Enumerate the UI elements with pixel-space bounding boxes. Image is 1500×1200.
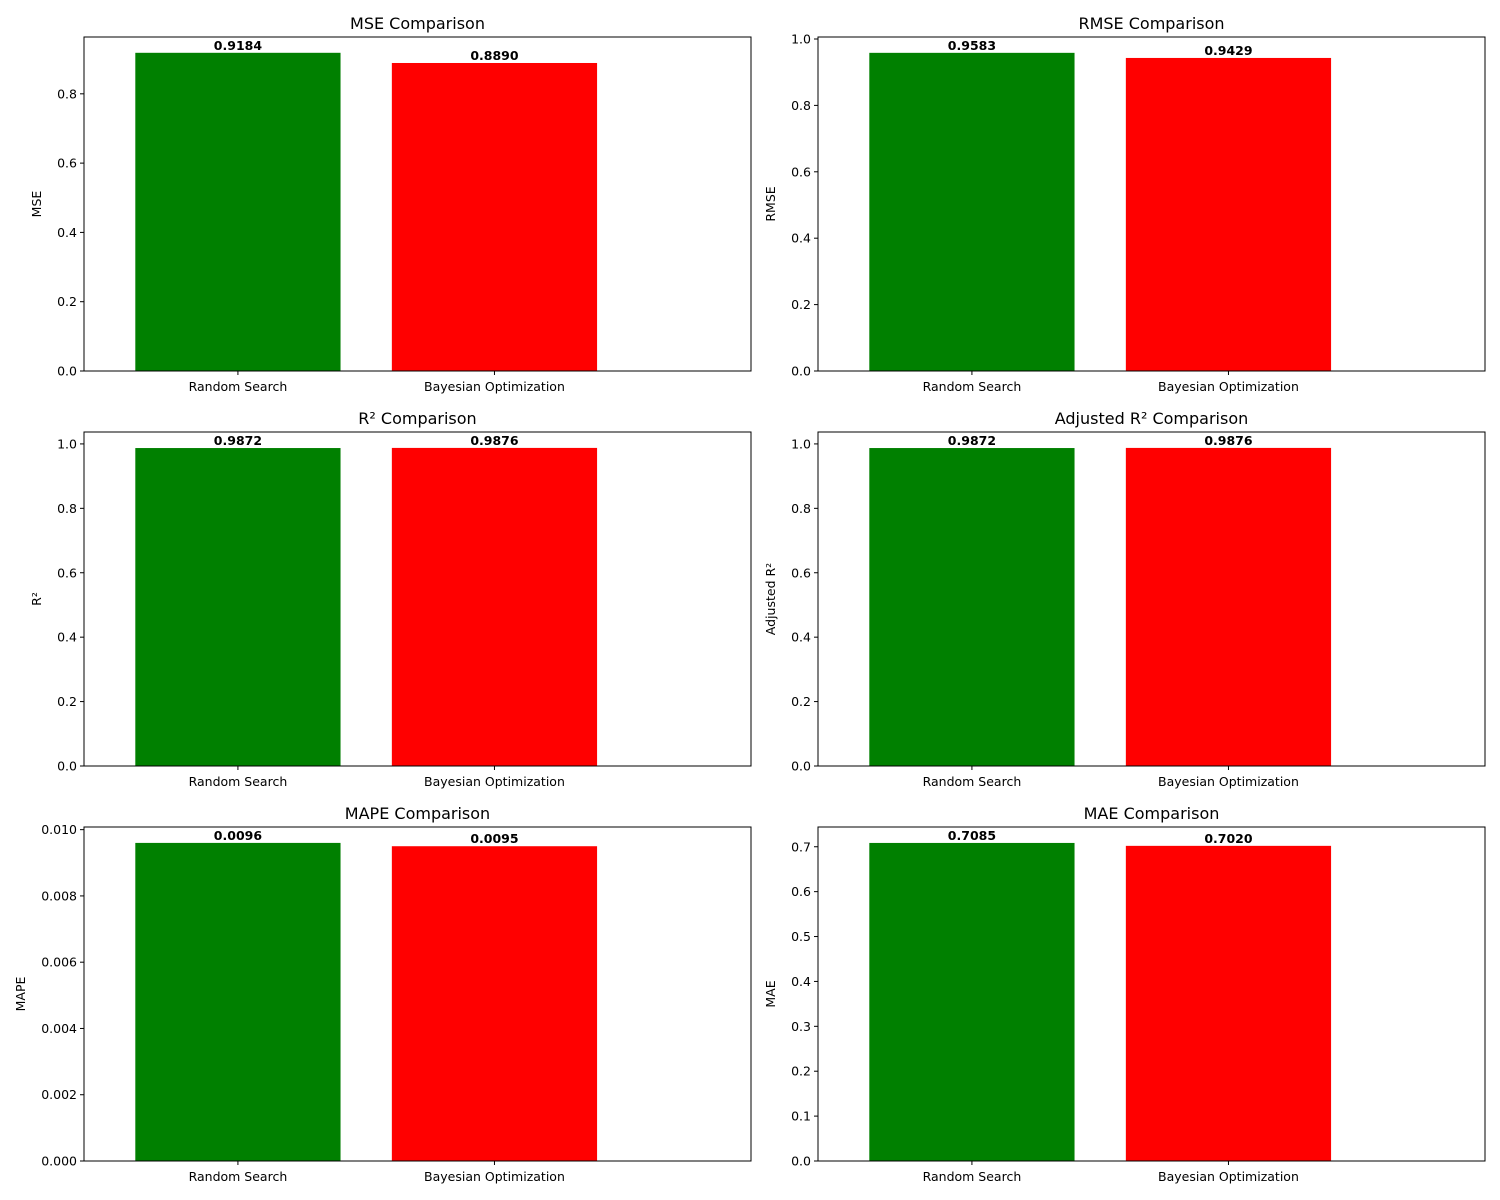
y-tick-label: 0.6 [57, 156, 77, 171]
bar [869, 842, 1075, 1161]
axes-frame [83, 826, 752, 1162]
y-tick-label: 0.004 [41, 1021, 77, 1036]
y-tick-label: 0.6 [57, 565, 77, 580]
axes-frame [817, 826, 1486, 1162]
chart-title: RMSE Comparison [1078, 14, 1224, 33]
y-axis-label: RMSE [763, 186, 778, 221]
y-tick-label: 0.8 [791, 501, 811, 516]
bar-value-label: 0.9872 [948, 433, 996, 448]
bar-value-label: 0.9876 [470, 433, 519, 448]
y-tick-label: 0.008 [41, 888, 77, 903]
chart-title: R² Comparison [358, 409, 476, 428]
y-tick-label: 0.2 [791, 297, 811, 312]
chart-panel: RMSE Comparison 0.0 0.2 0.4 0.6 0.8 1.0 RMSE Ran… [763, 14, 1486, 394]
y-tick-label: 0.1 [791, 1109, 811, 1124]
y-tick-label: 0.2 [791, 694, 811, 709]
bar-value-label: 0.7020 [1204, 831, 1253, 846]
y-tick-label: 0.002 [41, 1087, 77, 1102]
y-tick-label: 1.0 [791, 31, 811, 46]
y-tick-label: 0.5 [791, 929, 811, 944]
bar-value-label: 0.8890 [470, 48, 519, 63]
axes-frame [83, 431, 752, 767]
y-tick-label: 1.0 [57, 436, 77, 451]
bar [391, 62, 598, 372]
y-axis-label: MAE [763, 980, 778, 1007]
y-tick-label: 0.0 [791, 759, 811, 774]
chart-panel: MSE Comparison 0.0 0.2 0.4 0.6 0.8 MSE Random S… [29, 14, 752, 394]
y-tick-label: 0.4 [791, 630, 811, 645]
bar [1125, 845, 1332, 1161]
chart-panel: MAPE Comparison 0.000 0.002 0.004 0.006 0.008… [13, 804, 752, 1184]
y-tick-label: 0.010 [41, 822, 77, 837]
bar [1125, 447, 1332, 766]
bar [391, 447, 598, 766]
x-tick-label: Bayesian Optimization [424, 1169, 565, 1184]
y-tick-label: 0.006 [41, 955, 77, 970]
chart-panel: Adjusted R² Comparison 0.0 0.2 0.4 0.6 0.8 1.0… [763, 409, 1486, 789]
bar-value-label: 0.0096 [214, 828, 263, 843]
bar [1125, 57, 1332, 371]
axes-frame [817, 431, 1486, 767]
y-tick-label: 0.2 [791, 1064, 811, 1079]
x-tick-label: Bayesian Optimization [1158, 774, 1299, 789]
x-tick-label: Random Search [923, 1169, 1022, 1184]
x-tick-label: Bayesian Optimization [1158, 379, 1299, 394]
axes-frame [83, 36, 752, 372]
bar [135, 842, 341, 1161]
y-tick-label: 0.0 [57, 759, 77, 774]
y-tick-label: 0.4 [791, 231, 811, 246]
bar-value-label: 0.7085 [948, 828, 996, 843]
y-tick-label: 0.3 [791, 1019, 811, 1034]
y-tick-label: 0.7 [791, 839, 811, 854]
y-tick-label: 0.0 [791, 364, 811, 379]
y-tick-label: 0.8 [57, 501, 77, 516]
x-tick-label: Bayesian Optimization [424, 774, 565, 789]
chart-title: MSE Comparison [350, 14, 485, 33]
y-tick-label: 0.4 [57, 630, 77, 645]
chart-title: Adjusted R² Comparison [1055, 409, 1249, 428]
y-axis-label: R² [29, 592, 44, 606]
bar [135, 448, 341, 766]
y-tick-label: 0.2 [57, 294, 77, 309]
y-tick-label: 0.6 [791, 565, 811, 580]
bar-value-label: 0.9872 [214, 433, 262, 448]
x-tick-label: Random Search [189, 1169, 288, 1184]
y-tick-label: 1.0 [791, 436, 811, 451]
bar-value-label: 0.9184 [214, 38, 263, 53]
y-tick-label: 0.4 [57, 225, 77, 240]
x-tick-label: Bayesian Optimization [1158, 1169, 1299, 1184]
x-tick-label: Bayesian Optimization [424, 379, 565, 394]
y-tick-label: 0.4 [791, 974, 811, 989]
bar-value-label: 0.0095 [470, 831, 518, 846]
bar [869, 448, 1075, 766]
y-tick-label: 0.0 [57, 364, 77, 379]
y-tick-label: 0.000 [41, 1154, 77, 1169]
y-axis-label: MAPE [13, 977, 28, 1012]
y-tick-label: 0.6 [791, 884, 811, 899]
bar [135, 52, 341, 372]
x-tick-label: Random Search [923, 379, 1022, 394]
y-tick-label: 0.6 [791, 164, 811, 179]
bar-value-label: 0.9429 [1204, 43, 1252, 58]
y-tick-label: 0.0 [791, 1154, 811, 1169]
x-tick-label: Random Search [189, 379, 288, 394]
y-axis-label: Adjusted R² [763, 563, 778, 635]
y-tick-label: 0.8 [57, 86, 77, 101]
y-axis-label: MSE [29, 191, 44, 218]
bar [869, 52, 1075, 371]
bar-value-label: 0.9876 [1204, 433, 1253, 448]
axes-frame [817, 36, 1486, 372]
y-tick-label: 0.2 [57, 694, 77, 709]
bar [391, 846, 598, 1161]
x-tick-label: Random Search [923, 774, 1022, 789]
chart-panel: R² Comparison 0.0 0.2 0.4 0.6 0.8 1.0 R² Random … [29, 409, 752, 789]
bar-value-label: 0.9583 [948, 38, 996, 53]
x-tick-label: Random Search [189, 774, 288, 789]
chart-title: MAE Comparison [1084, 804, 1220, 823]
chart-panel: MAE Comparison 0.0 0.1 0.2 0.3 0.4 0.5 0.6 0.7 MA… [763, 804, 1486, 1184]
chart-title: MAPE Comparison [345, 804, 490, 823]
y-tick-label: 0.8 [791, 98, 811, 113]
